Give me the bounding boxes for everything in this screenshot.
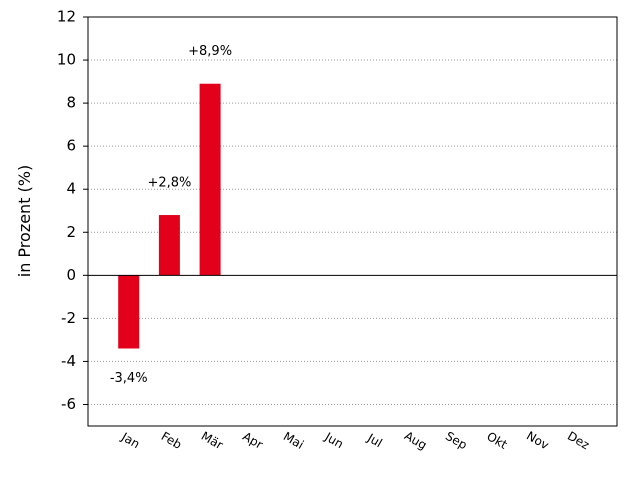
x-tick-label: Dez	[565, 429, 592, 453]
value-label: -3,4%	[110, 371, 148, 386]
x-tick-label: Mär	[199, 429, 226, 452]
x-tick-label: Sep	[443, 429, 470, 452]
y-tick-label: 0	[66, 266, 76, 284]
bar	[199, 83, 221, 276]
plot-frame	[87, 16, 618, 427]
x-tick-label: Feb	[159, 429, 184, 452]
y-axis-label: in Prozent (%)	[15, 165, 34, 277]
y-tick-label: 8	[66, 94, 76, 112]
y-tick-label: 6	[66, 137, 76, 155]
x-tick-label: Mai	[281, 429, 306, 452]
y-tick-label: 2	[66, 223, 76, 241]
x-tick-label: Jul	[364, 430, 384, 450]
y-tick-label: -2	[61, 309, 76, 327]
bar	[158, 215, 180, 276]
y-tick-label: 10	[57, 51, 76, 69]
y-tick-label: -6	[61, 395, 76, 413]
x-tick-label: Nov	[524, 429, 551, 453]
value-label: +8,9%	[188, 44, 232, 59]
x-tick-label: Okt	[484, 429, 510, 452]
y-tick-label: 4	[66, 180, 76, 198]
x-tick-label: Aug	[402, 429, 429, 453]
y-tick-label: 12	[57, 8, 76, 26]
y-tick-label: -4	[61, 352, 76, 370]
bar	[118, 275, 140, 349]
x-tick-label: Jan	[118, 429, 142, 451]
x-tick-label: Apr	[240, 429, 265, 452]
x-tick-label: Jun	[322, 429, 346, 451]
value-label: +2,8%	[147, 176, 191, 191]
